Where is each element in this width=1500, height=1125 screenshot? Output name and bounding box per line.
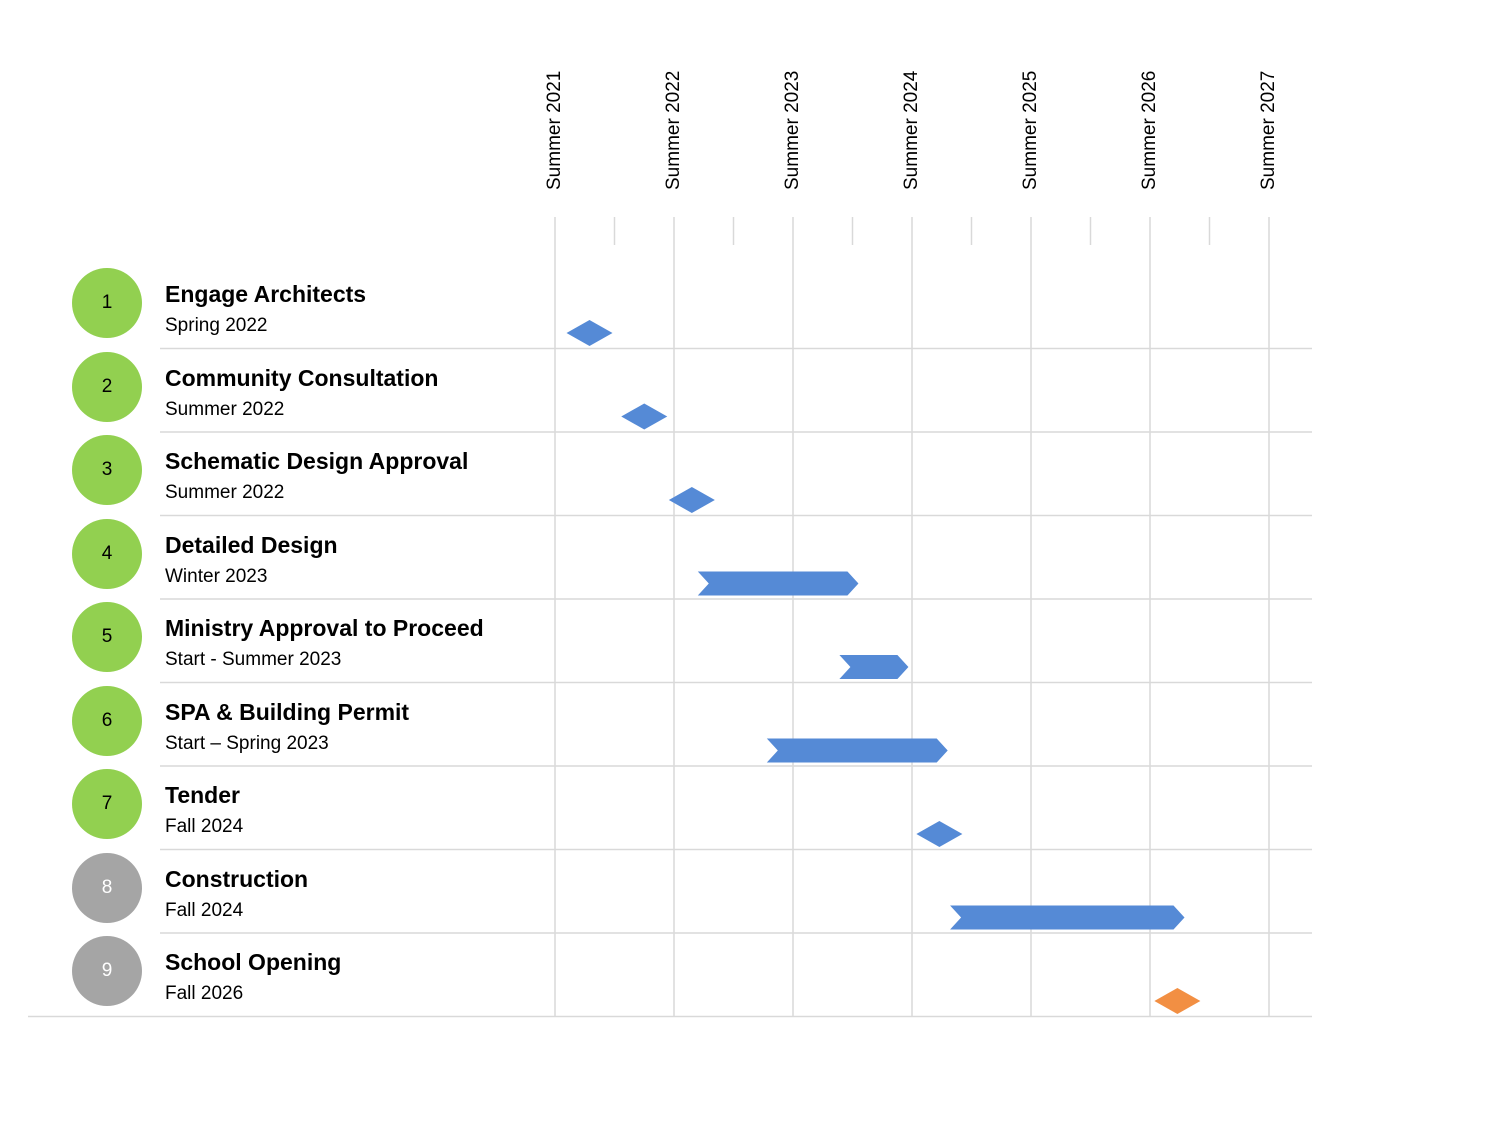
task-title: Construction bbox=[165, 865, 309, 892]
milestone-diamond bbox=[566, 320, 613, 346]
task-title: Ministry Approval to Proceed bbox=[165, 615, 484, 641]
task-date: Fall 2024 bbox=[165, 899, 244, 921]
step-number-badge: 8 bbox=[72, 852, 142, 923]
task-date: Fall 2026 bbox=[165, 983, 244, 1004]
task-bar bbox=[950, 905, 1185, 930]
task-bar bbox=[697, 571, 859, 596]
task-bar bbox=[839, 655, 909, 679]
x-tick-label: Summer 2023 bbox=[782, 70, 803, 190]
task-date: Spring 2022 bbox=[165, 315, 268, 336]
task-date: Fall 2024 bbox=[165, 816, 244, 837]
milestone-diamond bbox=[668, 487, 715, 513]
step-number-badge: 2 bbox=[72, 351, 142, 422]
step-number-badge: 1 bbox=[72, 268, 142, 338]
milestone-diamond bbox=[621, 403, 668, 430]
task-date: Winter 2023 bbox=[165, 565, 268, 587]
task-title: Community Consultation bbox=[165, 364, 439, 391]
task-title: Engage Architects bbox=[165, 281, 367, 307]
step-number-badge: 4 bbox=[72, 518, 142, 589]
step-number-badge: 7 bbox=[72, 769, 142, 839]
x-tick-label: Summer 2027 bbox=[1258, 70, 1279, 190]
x-tick-label: Summer 2021 bbox=[544, 70, 565, 190]
milestone-diamond bbox=[916, 821, 963, 847]
task-title: School Opening bbox=[165, 949, 342, 975]
x-tick-label: Summer 2024 bbox=[901, 70, 922, 190]
task-title: Schematic Design Approval bbox=[165, 448, 469, 474]
step-number-badge: 6 bbox=[72, 685, 142, 756]
task-date: Summer 2022 bbox=[165, 398, 285, 420]
step-number-badge: 9 bbox=[72, 936, 142, 1006]
x-tick-label: Summer 2022 bbox=[663, 70, 684, 190]
x-tick-label: Summer 2026 bbox=[1139, 70, 1160, 190]
task-bar bbox=[766, 738, 948, 763]
task-date: Summer 2022 bbox=[165, 482, 285, 503]
milestone-diamond bbox=[1154, 988, 1201, 1014]
task-date: Start - Summer 2023 bbox=[165, 649, 342, 670]
x-tick-label: Summer 2025 bbox=[1020, 70, 1041, 190]
task-title: SPA & Building Permit bbox=[165, 698, 410, 725]
task-title: Tender bbox=[165, 782, 240, 808]
step-number-badge: 3 bbox=[72, 435, 142, 505]
task-title: Detailed Design bbox=[165, 531, 338, 558]
task-date: Start – Spring 2023 bbox=[165, 732, 329, 754]
step-number-badge: 5 bbox=[72, 602, 142, 672]
